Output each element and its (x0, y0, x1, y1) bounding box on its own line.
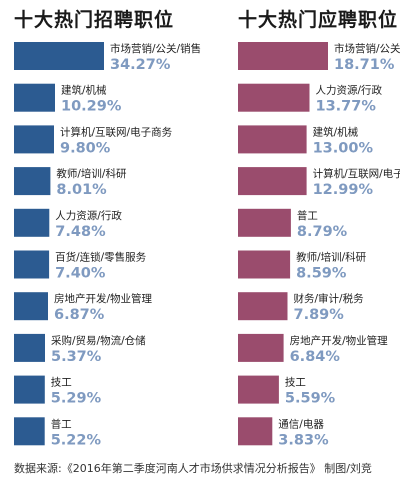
recruit-value-label-9: 5.22% (51, 432, 102, 448)
seek-value-label-9: 3.83% (278, 432, 329, 448)
bar-charts: 市场营销/公关/销售34.27%建筑/机械10.29%计算机/互联网/电子商务9… (14, 42, 400, 448)
seek-value-label-2: 13.00% (313, 140, 374, 156)
seek-category-label-7: 房地产开发/物业管理 (290, 334, 389, 347)
recruit-value-label-6: 6.87% (54, 307, 105, 323)
seek-value-label-4: 8.79% (297, 224, 348, 240)
recruit-category-label-8: 技工 (51, 376, 72, 389)
recruit-category-label-3: 教师/培训/科研 (56, 167, 127, 180)
seek-value-label-1: 13.77% (316, 99, 377, 115)
recruit-chart-title: 十大热门招聘职位 (14, 9, 175, 31)
recruit-value-label-3: 8.01% (56, 182, 107, 198)
recruit-value-label-8: 5.29% (51, 391, 102, 407)
seek-value-label-3: 12.99% (313, 182, 374, 198)
seek-bar-8 (238, 375, 279, 404)
recruit-bar-8 (14, 375, 45, 404)
recruit-category-label-7: 采购/贸易/物流/仓储 (51, 334, 146, 347)
recruit-category-label-4: 人力资源/行政 (55, 209, 122, 222)
recruit-value-label-5: 7.40% (55, 266, 106, 282)
seek-category-label-6: 财务/审计/税务 (294, 292, 365, 305)
seek-bar-0 (238, 42, 328, 70)
seek-bar-1 (238, 83, 310, 112)
seek-bar-9 (238, 417, 273, 446)
seek-category-label-5: 教师/培训/科研 (296, 251, 367, 264)
seek-category-label-9: 通信/电器 (278, 417, 324, 430)
seek-bar-2 (238, 125, 307, 154)
data-source-note: 数据来源:《2016年第二季度河南人才市场供求情况分析报告》 制图/刘竞 (14, 462, 372, 475)
seek-value-label-5: 8.59% (296, 266, 347, 282)
seek-bar-7 (238, 333, 284, 362)
recruit-value-label-7: 5.37% (51, 349, 102, 365)
recruit-value-label-4: 7.48% (55, 224, 106, 240)
recruit-value-label-1: 10.29% (61, 99, 122, 115)
seek-bar-4 (238, 208, 291, 237)
recruit-category-label-5: 百货/连锁/零售服务 (55, 251, 147, 264)
seek-category-label-1: 人力资源/行政 (316, 84, 383, 97)
seek-category-label-3: 计算机/互联网/电子商务 (313, 167, 400, 180)
seek-category-label-8: 技工 (285, 376, 306, 389)
seek-bar-6 (238, 292, 288, 321)
recruit-bar-2 (14, 125, 54, 154)
recruit-bar-4 (14, 208, 50, 237)
recruit-bar-9 (14, 417, 45, 446)
seek-category-label-2: 建筑/机械 (313, 125, 359, 138)
recruit-bar-5 (14, 250, 50, 279)
seek-category-label-4: 普工 (297, 209, 318, 222)
recruit-bar-7 (14, 333, 45, 362)
recruit-value-label-2: 9.80% (60, 140, 111, 156)
recruit-category-label-9: 普工 (51, 417, 72, 430)
recruit-bar-6 (14, 292, 48, 321)
seek-value-label-8: 5.59% (285, 391, 336, 407)
seek-value-label-7: 6.84% (290, 349, 341, 365)
recruit-category-label-6: 房地产开发/物业管理 (54, 292, 153, 305)
recruit-bar-1 (14, 83, 55, 112)
seek-bar-5 (238, 250, 291, 279)
recruit-category-label-1: 建筑/机械 (61, 84, 107, 97)
recruit-bar-3 (14, 167, 51, 196)
seek-value-label-6: 7.89% (294, 307, 345, 323)
seek-category-label-0: 市场营销/公关/销售 (334, 42, 400, 55)
seek-bar-3 (238, 167, 307, 196)
recruit-bar-0 (14, 42, 104, 70)
seek-value-label-0: 18.71% (334, 57, 395, 73)
recruit-category-label-0: 市场营销/公关/销售 (110, 42, 201, 55)
seek-chart-title: 十大热门应聘职位 (238, 9, 399, 31)
recruit-category-label-2: 计算机/互联网/电子商务 (60, 125, 173, 138)
recruit-value-label-0: 34.27% (110, 57, 171, 73)
